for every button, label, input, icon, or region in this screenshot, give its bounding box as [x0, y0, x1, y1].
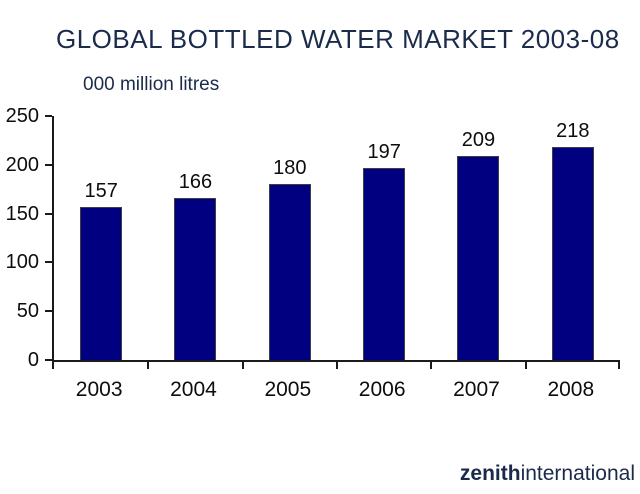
y-axis-tick — [45, 359, 52, 361]
x-axis-tick — [430, 360, 433, 369]
bar-value-label: 197 — [367, 140, 401, 163]
chart-title: GLOBAL BOTTLED WATER MARKET 2003-08 — [56, 24, 620, 54]
bar — [551, 147, 594, 360]
bar-group: 197 — [337, 116, 431, 360]
bar — [174, 197, 217, 360]
bar — [80, 206, 123, 360]
y-axis-tick-label: 50 — [16, 300, 39, 323]
bar-value-label: 166 — [178, 170, 213, 193]
y-axis-tick — [45, 212, 52, 215]
logo-text-regular: international — [520, 462, 635, 485]
bar-group: 180 — [243, 116, 337, 360]
bar-value-label: 218 — [556, 120, 590, 143]
y-axis-tick-label: 250 — [5, 105, 39, 127]
y-axis-tick — [45, 310, 52, 313]
y-axis-tick-label: 100 — [5, 251, 39, 274]
x-axis-tick — [147, 360, 150, 369]
y-axis-tick-label: 0 — [27, 349, 39, 371]
plot-area: 0 50 100 150 200 250 157 166 180 197 209 218 — [6, 106, 620, 370]
y-axis-tick-label: 200 — [5, 153, 39, 176]
bar — [457, 156, 500, 360]
bar — [268, 184, 311, 360]
y-axis-units-label: 000 million litres — [83, 74, 220, 95]
x-axis-category-label: 2007 — [453, 378, 500, 401]
logo-text-bold: zenith — [459, 462, 521, 485]
x-axis-category-label: 2003 — [75, 378, 123, 401]
bar-group: 209 — [431, 116, 525, 360]
x-axis-tick — [618, 360, 620, 369]
y-axis-tick — [45, 261, 52, 264]
bar-group: 166 — [148, 116, 242, 360]
x-axis-category-label: 2006 — [358, 378, 406, 401]
y-axis-tick — [45, 163, 52, 166]
x-axis-tick — [241, 360, 244, 369]
bar — [363, 167, 406, 360]
x-axis-tick — [336, 360, 338, 369]
zenith-international-logo: zenithinternational — [460, 462, 635, 486]
bar-group: 157 — [54, 116, 148, 360]
y-axis-tick-label: 150 — [5, 202, 39, 225]
bar-group: 218 — [526, 116, 620, 360]
bar-value-label: 180 — [273, 157, 307, 180]
x-axis-tick — [52, 360, 54, 369]
x-axis-category-label: 2005 — [264, 378, 312, 401]
x-axis-labels-row: 2003 2004 2005 2006 2007 2008 — [52, 378, 618, 402]
y-axis-tick — [45, 115, 52, 117]
x-axis-category-label: 2004 — [170, 378, 217, 401]
x-axis-category-label: 2008 — [547, 378, 595, 401]
bar-value-label: 209 — [461, 129, 496, 152]
x-axis-tick — [524, 360, 527, 369]
bar-value-label: 157 — [84, 179, 118, 202]
